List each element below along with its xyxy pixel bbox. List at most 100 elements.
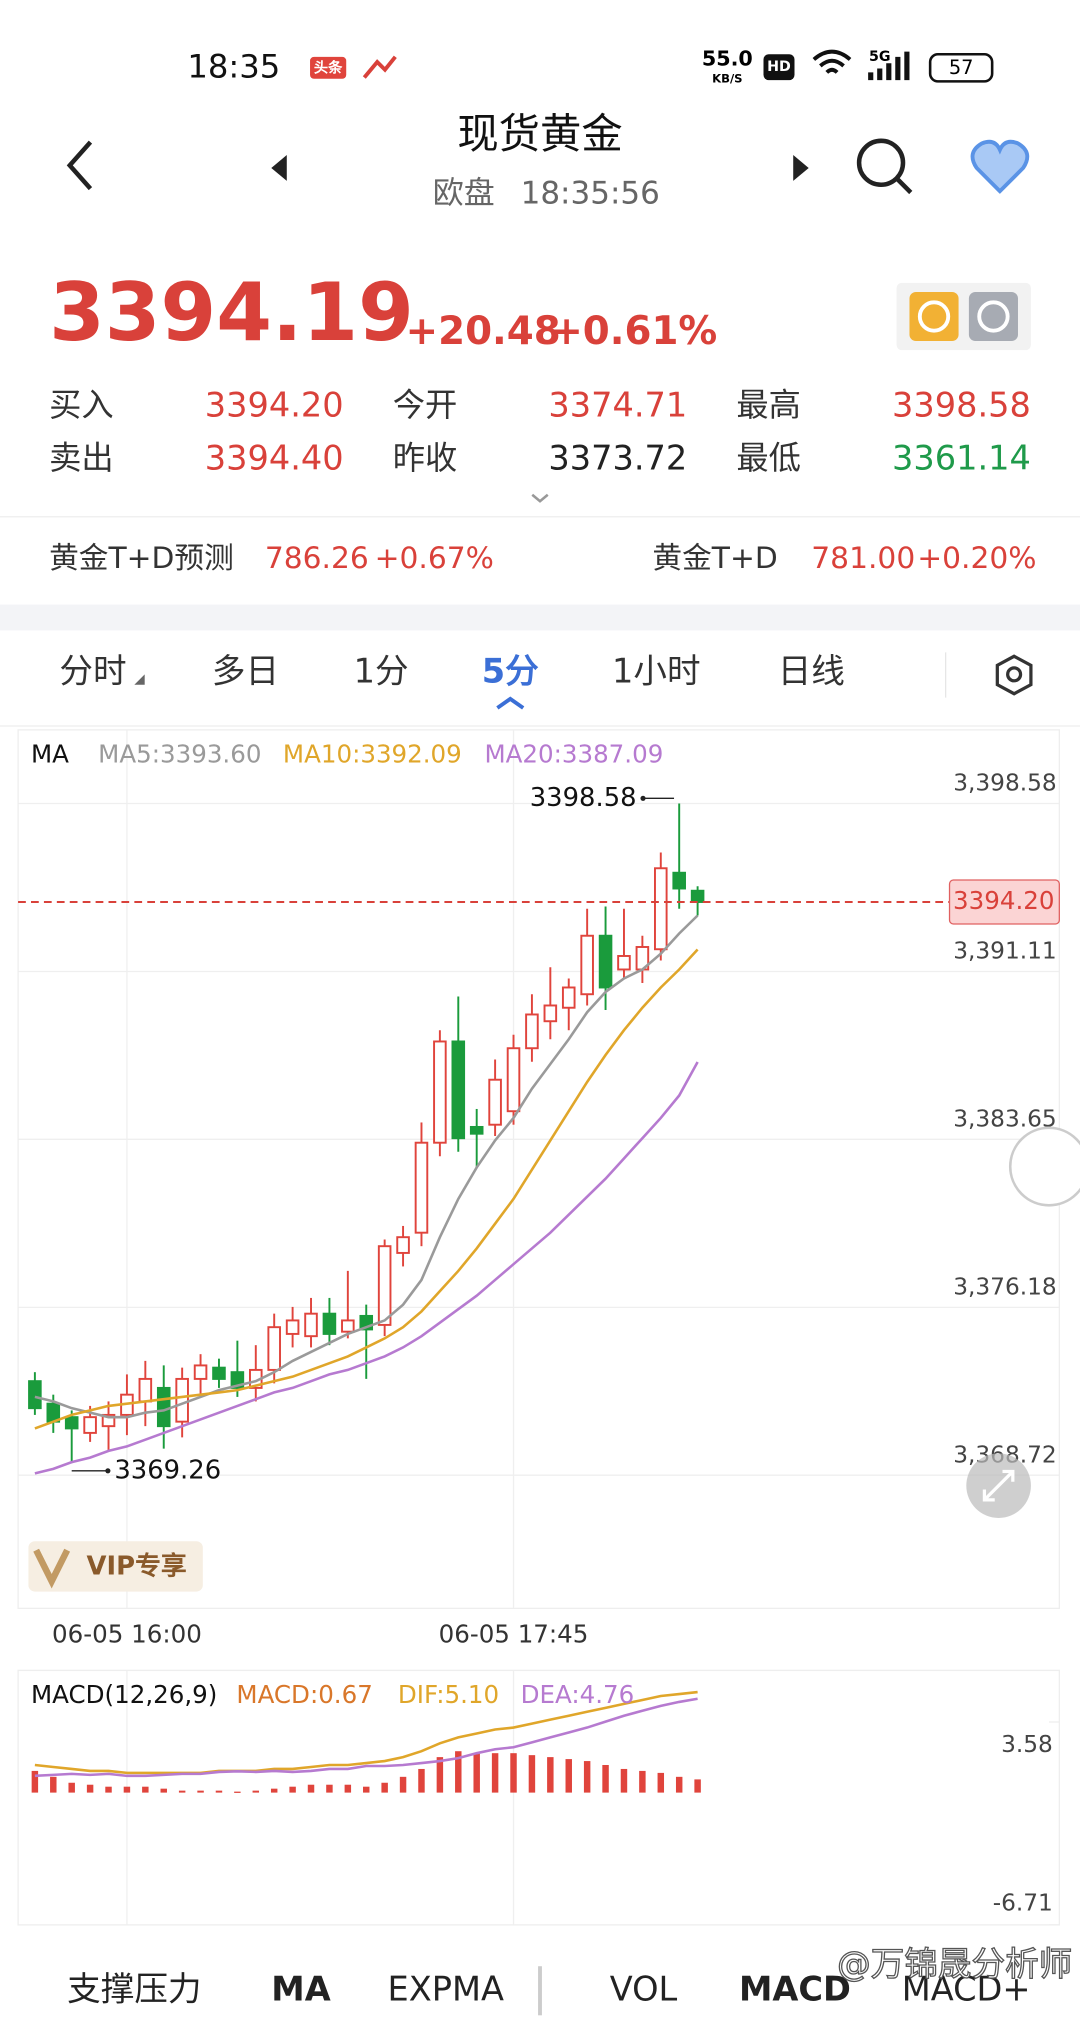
x-tick-label: 06-05 16:00 <box>52 1620 202 1649</box>
candle-body <box>359 1314 374 1331</box>
indicator-tab[interactable]: EXPMA <box>388 1969 504 2008</box>
candle-body <box>451 1040 466 1140</box>
macd-bar <box>694 1779 701 1793</box>
candle-body <box>28 1380 42 1410</box>
current-price-label: 3394.20 <box>953 886 1054 915</box>
macd-bar <box>455 1751 462 1793</box>
tool-convert[interactable] <box>968 291 1018 342</box>
candle-body <box>617 955 631 971</box>
macd-bar <box>234 1791 241 1793</box>
next-button[interactable] <box>793 155 809 181</box>
period-tab[interactable]: 5分 <box>482 652 539 691</box>
macd-bar <box>657 1772 665 1793</box>
y-tick-label: 3.58 <box>1001 1731 1053 1758</box>
y-tick-label: 3,391.11 <box>953 938 1057 965</box>
favorite-button[interactable] <box>970 139 1030 194</box>
related-name[interactable]: 黄金T+D <box>652 541 777 576</box>
candle-body <box>488 1078 502 1126</box>
candle-body <box>101 1413 116 1428</box>
macd-bar <box>326 1784 333 1793</box>
candle-body <box>396 1236 410 1254</box>
candle-body <box>525 1013 539 1050</box>
wifi-icon <box>812 49 852 74</box>
candle-body <box>230 1371 245 1389</box>
y-tick-label: 3,398.58 <box>953 770 1057 797</box>
candle-body <box>506 1047 521 1113</box>
field-value: 3374.71 <box>548 385 687 424</box>
macd-title: MACD(12,26,9) <box>31 1680 217 1709</box>
tool-refresh-icon <box>917 300 951 333</box>
candle-body <box>304 1312 318 1338</box>
candle-body <box>377 1245 392 1326</box>
vip-badge[interactable] <box>28 1541 203 1592</box>
side-button[interactable] <box>1008 1126 1080 1207</box>
macd-bar <box>270 1788 278 1793</box>
macd-bar <box>105 1786 112 1793</box>
period-tab[interactable]: 1分 <box>354 652 409 691</box>
net-speed: 55.0 <box>702 46 753 70</box>
candle-body <box>193 1364 208 1380</box>
macd-bar <box>215 1790 223 1793</box>
macd-bar <box>344 1784 352 1793</box>
macd-bar <box>583 1761 591 1793</box>
period-tab[interactable]: 日线 <box>778 652 845 691</box>
legend-entry: MA10:3392.09 <box>283 740 462 769</box>
tool-refresh[interactable] <box>909 291 959 342</box>
search-button[interactable] <box>856 138 913 195</box>
y-tick-label: 3,376.18 <box>953 1273 1057 1300</box>
period-tab[interactable]: 分时 <box>59 652 126 691</box>
change-pct: +0.61% <box>550 309 717 354</box>
related-change: +0.20% <box>917 541 1036 576</box>
related-value: 781.00 <box>811 541 915 576</box>
tool-convert-icon <box>977 300 1010 333</box>
expand-chevron[interactable] <box>531 493 549 503</box>
indicator-tab[interactable]: MACD <box>739 1969 851 2008</box>
legend-entry: MACD:0.67 <box>236 1680 372 1709</box>
candle-body <box>561 986 576 1009</box>
x-tick-label: 06-05 17:45 <box>439 1620 589 1649</box>
back-button[interactable] <box>66 140 93 191</box>
indicator-tab[interactable]: 支撑压力 <box>67 1969 201 2008</box>
candle-body <box>267 1326 281 1371</box>
indicator-tab[interactable]: MACD+ <box>902 1969 1031 2008</box>
candle-body <box>322 1312 337 1335</box>
hd-icon <box>763 54 795 81</box>
legend-entry: MA20:3387.09 <box>484 740 663 769</box>
battery-level: 57 <box>949 56 974 79</box>
period-tab[interactable]: 1小时 <box>612 652 701 691</box>
y-tick-label: -6.71 <box>993 1890 1053 1917</box>
legend-entry: MA5:3393.60 <box>98 740 261 769</box>
macd-bar <box>289 1786 296 1793</box>
candle-body <box>433 1040 447 1144</box>
macd-bar <box>565 1759 572 1793</box>
related-value: 786.26 <box>265 541 369 576</box>
macd-bar <box>399 1776 407 1793</box>
macd-bar <box>123 1786 131 1793</box>
candle-body <box>138 1377 153 1403</box>
field-label: 买入 <box>49 386 114 424</box>
indicator-tab[interactable]: MA <box>271 1969 330 2008</box>
macd-bar <box>602 1765 609 1793</box>
field-label: 最低 <box>736 439 801 477</box>
field-value: 3361.14 <box>892 438 1031 477</box>
candle-body <box>469 1125 484 1135</box>
signal-bars <box>868 51 910 81</box>
prev-button[interactable] <box>271 155 287 181</box>
current-price-box <box>948 879 1060 925</box>
dropdown-icon <box>134 674 145 685</box>
quote-time: 18:35:56 <box>521 176 660 212</box>
field-label: 最高 <box>736 386 801 424</box>
candle-body <box>672 871 686 890</box>
candle-body <box>690 889 705 903</box>
macd-bar <box>68 1782 75 1793</box>
field-label: 卖出 <box>49 439 114 477</box>
macd-panel <box>17 1669 1060 1926</box>
candle-body <box>598 934 613 989</box>
field-label: 今开 <box>393 386 458 424</box>
field-value: 3373.72 <box>548 438 687 477</box>
app-icon <box>362 55 397 79</box>
indicator-tab[interactable]: VOL <box>610 1969 678 2008</box>
related-name[interactable]: 黄金T+D预测 <box>49 541 234 576</box>
period-tab[interactable]: 多日 <box>212 652 279 691</box>
settings-button[interactable] <box>995 654 1033 696</box>
